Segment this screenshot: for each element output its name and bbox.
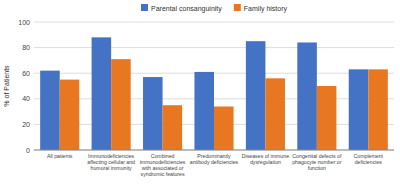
x-tick-label: Complementdeficiencies (353, 153, 383, 165)
bar (265, 78, 285, 150)
y-tick-label: 60 (22, 70, 30, 77)
bar (349, 69, 369, 150)
legend: Parental consanguinity Family history (141, 4, 288, 13)
legend-swatch (141, 4, 148, 11)
legend-swatch (234, 4, 241, 11)
legend-label: Parental consanguinity (151, 5, 222, 13)
grid-line (34, 150, 394, 151)
bar (368, 69, 388, 150)
bar (163, 105, 183, 150)
bar (111, 59, 131, 150)
bar (143, 77, 163, 150)
bar (297, 42, 317, 150)
bar (317, 86, 337, 150)
y-tick-label: 100 (18, 19, 30, 26)
bar (214, 106, 234, 150)
bar (246, 41, 266, 150)
x-axis: All patients Immunodeficienciesaffecting … (47, 153, 384, 177)
x-tick-label: All patients (47, 153, 73, 159)
y-tick-label: 80 (22, 44, 30, 51)
x-tick-label: Immunodeficienciesaffecting cellular and… (87, 153, 135, 171)
grid-line (34, 47, 394, 48)
y-axis: 0 20 40 60 80 100 (18, 19, 394, 154)
bar (60, 80, 80, 150)
y-axis-label: % of Patients (3, 65, 10, 107)
y-tick-label: 40 (22, 95, 30, 102)
legend-label: Family history (244, 5, 288, 13)
y-tick-label: 0 (26, 147, 30, 154)
bar (194, 72, 214, 150)
bar (92, 37, 112, 150)
bar (40, 71, 60, 150)
chart: 0 20 40 60 80 100 % of Patients All patients Imm… (0, 0, 400, 186)
x-tick-label: Combinedimmunodeficiencieswith associate… (140, 153, 186, 177)
x-tick-label: Diseases of immunedysregulation (242, 153, 289, 165)
x-axis-line (34, 150, 394, 151)
grid-line (34, 22, 394, 23)
y-tick-label: 20 (22, 121, 30, 128)
bars (40, 37, 388, 150)
x-tick-label: Congenital defects ofphagocyte number or… (292, 153, 342, 171)
x-tick-label: Predominantlyantibody deficiencies (190, 153, 239, 165)
